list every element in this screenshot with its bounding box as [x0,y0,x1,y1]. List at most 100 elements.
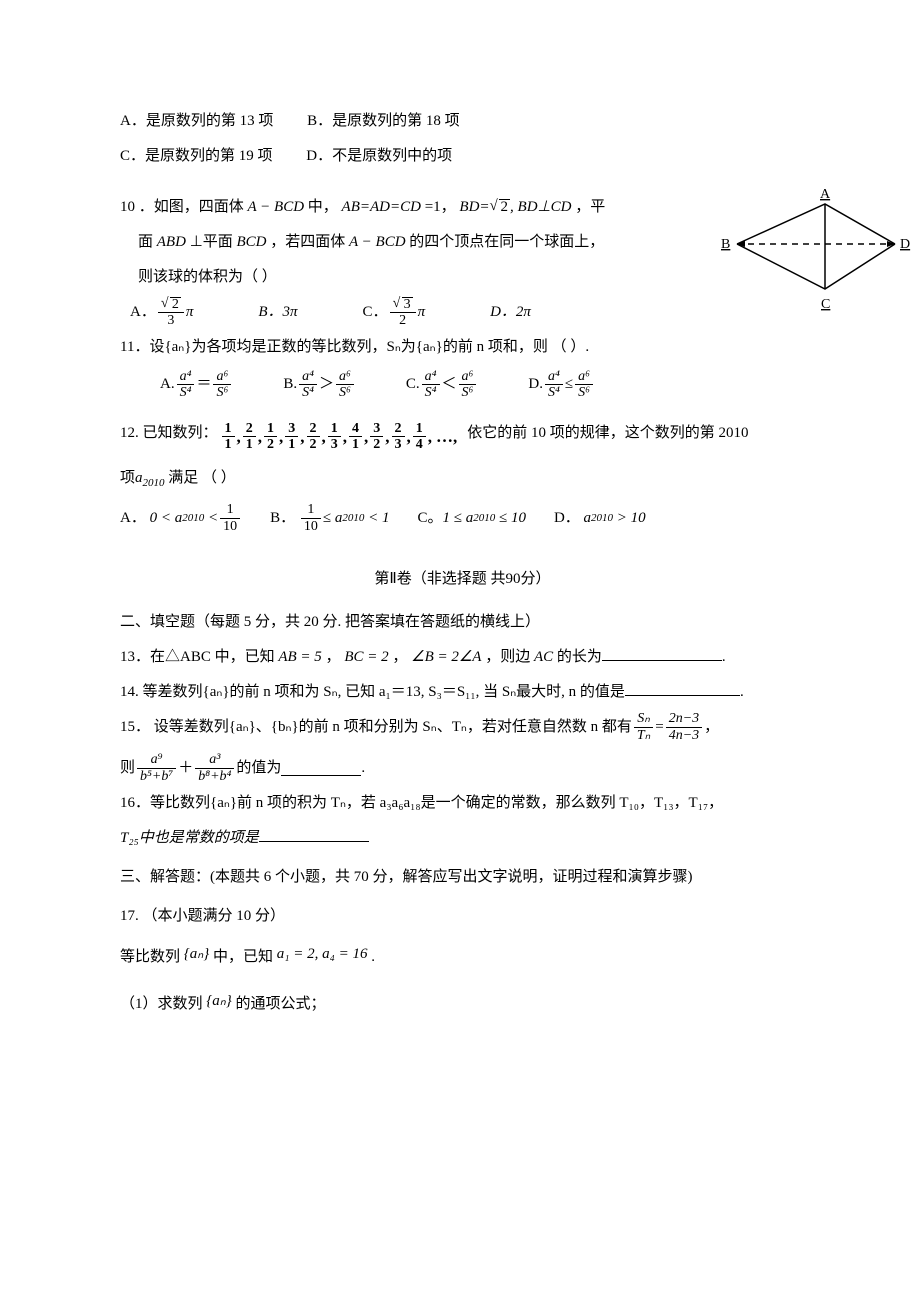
q12-comma-1: , [256,418,264,455]
fig-label-a: A [820,187,831,202]
q13: 13．在△ABC 中，已知 AB = 5 ， BC = 2 ， ∠B = 2∠A… [120,641,805,674]
fig-label-c: C [821,297,830,312]
q12a-a: a [175,502,183,535]
q15-f1n: a⁹ [137,752,176,768]
q10-abd: ABD [157,234,186,250]
q15-rdl: Tₙ [634,728,653,743]
q12-suffix: 依它的前 10 项的规律，这个数列的第 2010 [467,417,748,450]
q12-frac-5: 13 [328,421,341,453]
q14-text: 14. 等差数列{aₙ}的前 n 项和为 Sₙ, 已知 a₁＝13, S₃＝S₁… [120,684,625,700]
q15-l2b: 的值为 [236,752,281,785]
q10-eqv1: =1， [425,199,456,215]
q12-comma-8: , [405,418,413,455]
fill-header: 二、填空题（每题 5 分，共 20 分. 把答案填在答题纸的横线上） [120,606,805,639]
q12-comma-6: , [362,418,370,455]
q10-opta-num: 2 [170,297,181,312]
q13-ac: AC [534,649,553,665]
q11-opt-a: A. a⁴S⁴ ＝ a⁶S⁶ [160,368,233,401]
q11c-label: C. [406,368,420,401]
q12-opt-c: C。 1 ≤ a2010 ≤ 10 [417,502,525,535]
q10-opta-label: A． [130,296,156,329]
q12-comma-7: , [383,418,391,455]
q11d-rd: S⁶ [575,385,593,400]
q12-ellipsis: …, [434,418,459,455]
q12-l2b: 满足 （ ） [168,470,236,486]
q11b-ld: S⁴ [299,385,317,400]
q12-frac-1: 21 [243,421,256,453]
q12-frac-7: 32 [370,421,383,453]
q13-mid: ，则边 [485,649,530,665]
fig-label-d: D [900,237,910,252]
q9-opt-d: D．不是原数列中的项 [306,140,452,173]
q12-frac-0: 11 [222,421,235,453]
q9-options-row1: A．是原数列的第 13 项 B．是原数列的第 18 项 [120,105,805,138]
q12a-den: 10 [220,519,240,534]
q13-tail: 的长为 [557,649,602,665]
q12a-lt: < [208,502,218,535]
q11c-ln: a⁴ [422,369,440,385]
q11d-rn: a⁶ [575,369,593,385]
q12-opt-b: B． 110 ≤ a2010 < 1 [270,502,389,535]
q14: 14. 等差数列{aₙ}的前 n 项和为 Sₙ, 已知 a₁＝13, S₃＝S₁… [120,676,805,709]
q10-abcd1: A − BCD [248,199,305,215]
q11b-rn: a⁶ [336,369,354,385]
q10-mid1: 中， [308,199,338,215]
q13-c2: ， [392,649,407,665]
q16-l2a: T₂₅中也是常数的项是 [120,830,259,846]
q12-frac-9: 14 [413,421,426,453]
q16-line1: 16．等比数列{aₙ}前 n 项的积为 Tₙ，若 a₃a₆a₁₈是一个确定的常数… [120,787,805,820]
q15-comma: ， [704,711,719,744]
q12c-label: C。 [417,502,442,535]
q12-frac-4: 22 [307,421,320,453]
q17-an1: {aₙ} [184,946,209,962]
q11d-op: ≤ [565,368,573,401]
q10-l2c: 的四个顶点在同一个球面上， [409,234,604,250]
q11a-label: A. [160,368,175,401]
q12d-tail: > 10 [617,502,646,535]
q12d-a: a [584,502,592,535]
q17-line1: 等比数列 {aₙ} 中，已知 a₁ = 2, a₄ = 16 . [120,941,805,974]
q10-optc-frac: 3 2 [390,297,416,329]
q10-line3: 则该球的体积为（ ） [120,261,805,294]
q12-prefix: 12. 已知数列： [120,417,218,450]
q16-blank [259,825,369,842]
q15-f2n: a³ [195,752,234,768]
q10-eq2: BD= [459,199,489,215]
q11-opt-b: B. a⁴S⁴ ＞ a⁶S⁶ [283,368,356,401]
q11c-rd: S⁶ [459,385,477,400]
q11a-ld: S⁴ [177,385,195,400]
q10-prefix: 10 ．如图，四面体 [120,199,244,215]
q15-l1a: 15． 设等差数列{aₙ}、{bₙ}的前 n 项和分别为 Sₙ、Tₙ，若对任意自… [120,711,632,744]
q17-line2: （1）求数列 {aₙ} 的通项公式； [120,988,805,1021]
q12d-sub: 2010 [591,506,613,530]
q11d-ld: S⁴ [545,385,563,400]
q9-options-row2: C．是原数列的第 19 项 D．不是原数列中的项 [120,140,805,173]
q11-opt-d: D. a⁴S⁴ ≤ a⁶S⁶ [528,368,595,401]
q17-l1b: 中，已知 [213,949,277,965]
q12-opt-d: D． a2010 > 10 [554,502,646,535]
q17-an2: {aₙ} [206,993,231,1009]
q13-ab: AB = 5 [278,649,321,665]
q15-plus: ＋ [178,752,193,785]
q15-rnr: 2n−3 [666,711,702,727]
q12-line1: 12. 已知数列： 11,21,12,31,22,13,41,32,23,14,… [120,415,805,452]
q12c-expr: 1 ≤ [442,502,461,535]
q12c-tail: ≤ 10 [499,502,526,535]
q11a-rd: S⁶ [213,385,231,400]
q11-options: A. a⁴S⁴ ＝ a⁶S⁶ B. a⁴S⁴ ＞ a⁶S⁶ C. a⁴S⁴ ＜ … [120,368,805,401]
q12-frac-6: 41 [349,421,362,453]
q12c-sub: 2010 [473,506,495,530]
section-2-title: 第Ⅱ卷（非选择题 共90分） [120,563,805,596]
q15-f1d: b⁵+b⁷ [137,769,176,784]
q13-pre: 13．在△ABC 中，已知 [120,649,275,665]
q11-text: 11．设{aₙ}为各项均是正数的等比数列，Sₙ为{aₙ}的前 n 项和，则 （ … [120,331,805,364]
q10-l2b: ，若四面体 [270,234,345,250]
q10-line2: 面 ABD ⊥平面 BCD ，若四面体 A − BCD 的四个顶点在同一个球面上… [120,226,805,259]
q12b-num: 1 [301,502,321,518]
q11a-rn: a⁶ [213,369,231,385]
q12-comma-3: , [298,418,306,455]
q14-blank [625,679,740,696]
q10-tail1: ，平 [575,199,605,215]
q12b-a: a [335,502,343,535]
q9-opt-b: B．是原数列的第 18 项 [307,105,460,138]
